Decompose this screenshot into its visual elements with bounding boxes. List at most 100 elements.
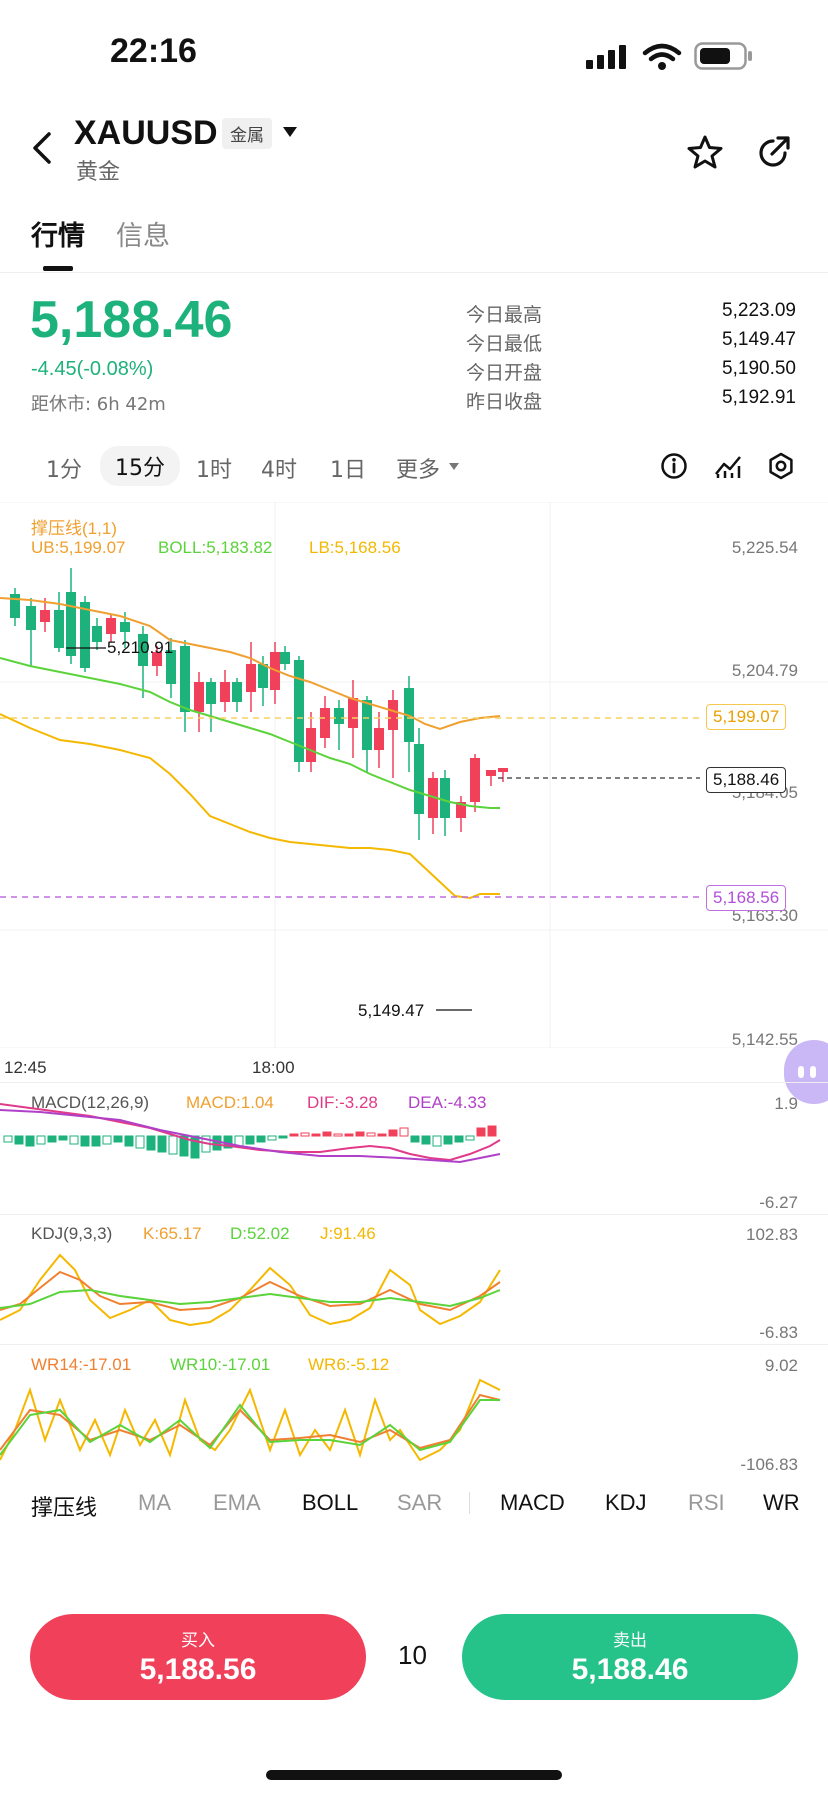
wr6-value: WR6:-5.12: [308, 1355, 390, 1374]
current-price-tag: 5,188.46: [706, 767, 787, 793]
buy-button[interactable]: 买入 5,188.56: [30, 1614, 366, 1700]
home-indicator: [266, 1770, 562, 1780]
wr-divider: [0, 1344, 828, 1345]
tab-indicator: [43, 266, 73, 271]
boll-legend: BOLL:5,183.82: [158, 538, 273, 557]
wr-chart[interactable]: [0, 1370, 828, 1470]
y-tick-5: 5,142.55: [731, 1030, 798, 1049]
stat-prev-close-label: 昨日收盘: [466, 391, 543, 413]
kdj-k-value: K:65.17: [143, 1224, 202, 1243]
macd-bar: [443, 1135, 453, 1145]
macd-bar: [113, 1135, 123, 1143]
macd-bar: [245, 1135, 255, 1145]
macd-bar: [102, 1135, 112, 1145]
macd-bar: [465, 1135, 475, 1141]
candle-body: [26, 606, 36, 630]
macd-bar: [388, 1129, 398, 1137]
candle-body: [348, 698, 358, 728]
settings-icon[interactable]: [767, 452, 795, 480]
stat-open-label: 今日开盘: [466, 362, 543, 384]
chart-indicator-icon[interactable]: [713, 452, 743, 480]
symbol-title[interactable]: XAUUSD: [74, 114, 218, 152]
wr-y-bottom: -106.83: [740, 1455, 798, 1474]
assistant-bubble[interactable]: [784, 1040, 828, 1104]
candle-body: [456, 802, 466, 818]
timeframe-1h[interactable]: 1时: [196, 458, 232, 483]
timeframe-4h[interactable]: 4时: [261, 458, 297, 483]
share-icon[interactable]: [756, 134, 792, 170]
timeframe-1d[interactable]: 1日: [330, 458, 366, 483]
indicator-tab-ema[interactable]: EMA: [213, 1490, 261, 1515]
status-time: 22:16: [110, 32, 197, 70]
candle-body: [428, 778, 438, 818]
indicator-tab-rsi[interactable]: RSI: [688, 1490, 725, 1515]
buy-price: 5,188.56: [139, 1653, 257, 1686]
candle-body: [306, 728, 316, 762]
macd-bar: [58, 1135, 68, 1141]
star-icon[interactable]: [686, 134, 724, 170]
x-tick-1: 12:45: [4, 1058, 47, 1077]
last-price: 5,188.46: [30, 291, 233, 349]
macd-bar: [421, 1135, 431, 1145]
macd-bar: [157, 1135, 167, 1153]
candle-body: [232, 682, 242, 702]
candle-body: [388, 700, 398, 730]
macd-y-bottom: -6.27: [759, 1193, 798, 1212]
stat-high-label: 今日最高: [466, 304, 543, 326]
macd-bar: [267, 1135, 277, 1141]
indicator-tab-ma[interactable]: MA: [138, 1490, 171, 1515]
macd-bar: [344, 1133, 354, 1137]
tab-market[interactable]: 行情: [31, 221, 85, 252]
macd-bar: [278, 1135, 288, 1139]
candle-body: [280, 652, 290, 664]
info-icon[interactable]: [660, 452, 688, 480]
indicator-tab-wr[interactable]: WR: [763, 1490, 800, 1515]
price-change: -4.45(-0.08%): [31, 358, 154, 380]
wr10-value: WR10:-17.01: [170, 1355, 271, 1374]
macd-bar: [289, 1133, 299, 1137]
dea-line: [0, 1109, 501, 1164]
stat-low-label: 今日最低: [466, 333, 543, 355]
lb-legend: LB:5,168.56: [309, 538, 401, 557]
candle-body: [80, 602, 90, 668]
lb-line: [0, 713, 500, 900]
indicator-tab-support-resistance[interactable]: 撑压线: [31, 1495, 98, 1520]
candle-body: [440, 778, 450, 818]
candle-body: [10, 594, 20, 618]
indicator-tab-kdj[interactable]: KDJ: [605, 1490, 647, 1515]
candle-body: [92, 626, 102, 642]
candlestick-chart[interactable]: [0, 502, 828, 1048]
kdj-d-value: D:52.02: [230, 1224, 290, 1243]
timeframe-15m[interactable]: 15分: [100, 446, 180, 486]
indicator-tab-macd[interactable]: MACD: [500, 1490, 565, 1515]
macd-bar: [366, 1132, 376, 1137]
symbol-dropdown-icon[interactable]: [282, 126, 298, 138]
macd-histogram: [3, 1125, 497, 1159]
kdj-y-top: 102.83: [746, 1225, 798, 1244]
macd-bar: [476, 1127, 486, 1137]
macd-chart[interactable]: [0, 1090, 828, 1214]
sell-button[interactable]: 卖出 5,188.46: [462, 1614, 798, 1700]
macd-bar: [91, 1135, 101, 1147]
kdj-title: KDJ(9,3,3): [31, 1224, 113, 1243]
back-icon[interactable]: [30, 130, 54, 166]
timeframe-more[interactable]: 更多: [396, 458, 441, 483]
candle-body: [180, 646, 190, 712]
candle-body: [40, 610, 50, 622]
candle-body: [498, 768, 508, 772]
candle-body: [294, 660, 304, 762]
ub-price-tag: 5,199.07: [706, 704, 787, 730]
sell-label: 卖出: [613, 1631, 647, 1651]
trade-quantity[interactable]: 10: [398, 1640, 427, 1670]
kdj-chart[interactable]: [0, 1240, 828, 1350]
candle-body: [194, 682, 204, 712]
indicator-tab-boll[interactable]: BOLL: [302, 1490, 359, 1515]
wr10-line: [0, 1399, 500, 1456]
macd-bar: [454, 1135, 464, 1143]
tab-info[interactable]: 信息: [116, 221, 170, 252]
macd-bar: [399, 1127, 409, 1137]
more-dropdown-icon[interactable]: [448, 462, 460, 471]
macd-bar: [432, 1135, 442, 1147]
indicator-tab-sar[interactable]: SAR: [397, 1490, 443, 1515]
timeframe-1m[interactable]: 1分: [46, 458, 82, 483]
